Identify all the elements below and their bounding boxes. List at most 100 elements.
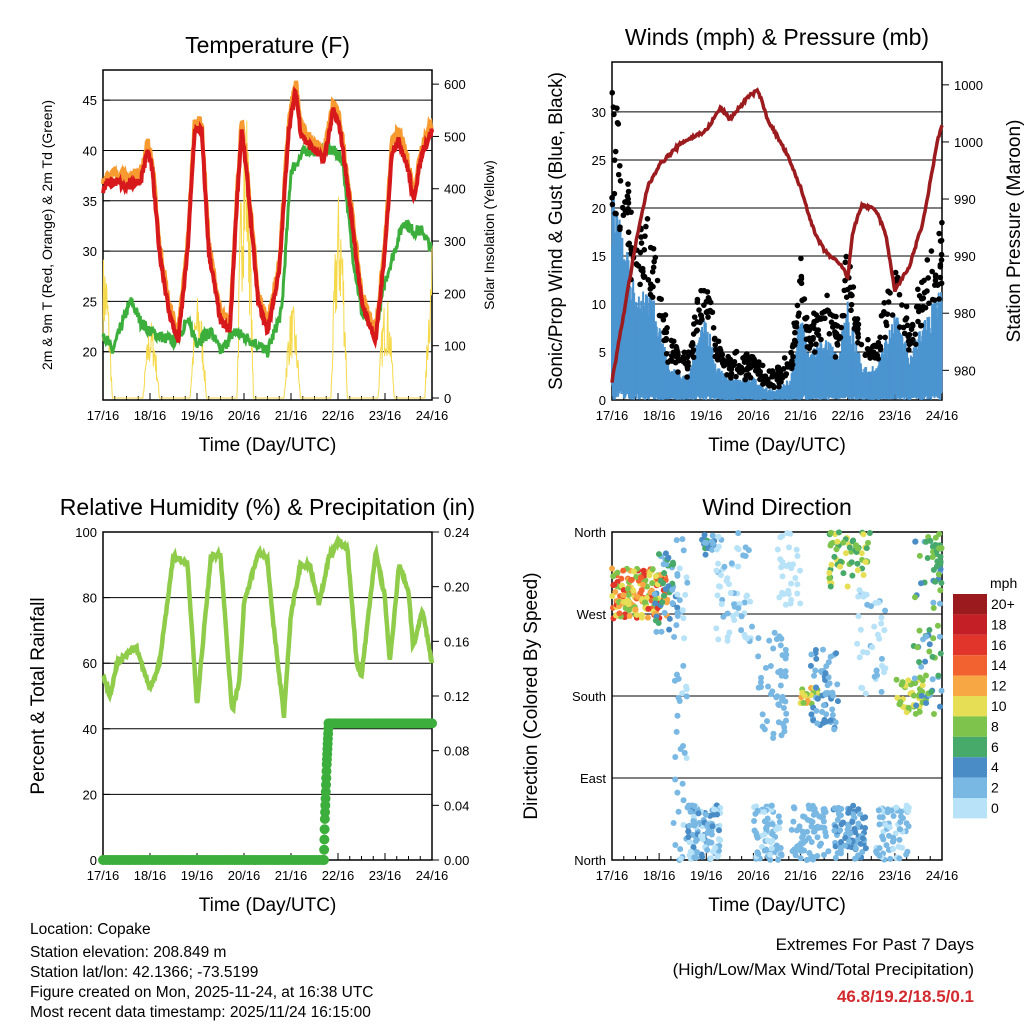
wind-direction-point: [710, 540, 717, 547]
wind-direction-point: [829, 712, 836, 719]
wind-gust-point: [662, 337, 669, 343]
wind-direction-point: [812, 667, 819, 674]
y-tick-label: 20: [83, 787, 97, 802]
wind-direction-point: [816, 842, 823, 849]
wind-gust-point: [834, 340, 840, 347]
wind-direction-point: [645, 605, 652, 612]
wind-direction-point: [916, 552, 923, 559]
wind-direction-point: [717, 572, 724, 579]
wind-direction-point: [712, 844, 719, 851]
wind-direction-point: [704, 846, 711, 853]
wind-direction-point: [938, 579, 945, 586]
wind-direction-point: [778, 635, 785, 642]
y2-tick-label: 980: [954, 306, 976, 321]
wind-gust-point: [827, 311, 833, 317]
wind-direction-point: [724, 575, 731, 582]
wind-direction-point: [840, 539, 847, 546]
wind-direction-point: [862, 845, 869, 852]
wind-direction-point: [786, 561, 793, 568]
wind-direction-point: [923, 700, 930, 707]
wind-gust-point: [812, 349, 818, 355]
wind-gust-point: [828, 319, 835, 325]
wind-direction-point: [905, 804, 912, 811]
wind-direction-point: [673, 537, 680, 544]
wind-direction-point: [854, 560, 861, 567]
wind-direction-point: [881, 669, 888, 676]
wind-direction-point: [778, 564, 785, 571]
wind-direction-point: [699, 853, 706, 860]
wind-direction-point: [672, 754, 679, 761]
wind-gust-point: [854, 328, 860, 335]
wind-direction-point: [719, 596, 726, 603]
wind-direction-point: [826, 574, 833, 581]
wind-direction-point: [823, 718, 830, 725]
wind-direction-point: [672, 776, 679, 783]
wind-direction-point: [727, 590, 734, 597]
y2-tick-label: 200: [444, 286, 466, 301]
wind-direction-point: [680, 662, 687, 669]
y2-tick-label: 990: [954, 192, 976, 207]
wind-direction-point: [936, 703, 943, 710]
wind-gust-point: [922, 304, 929, 311]
wind-direction-point: [848, 559, 855, 566]
wind-direction-point: [637, 574, 644, 581]
wind-direction-point: [894, 694, 901, 701]
wind-direction-point: [897, 826, 904, 833]
wind-direction-point: [834, 538, 841, 545]
wind-direction-point: [826, 569, 833, 576]
wind-gust-point: [889, 312, 896, 318]
wind-direction-point: [738, 613, 745, 620]
wind-gust-point: [847, 291, 854, 297]
wind-direction-point: [929, 553, 936, 560]
wind-direction-point: [609, 593, 616, 600]
wind-direction-point: [767, 663, 774, 670]
wind-direction-point: [683, 574, 690, 581]
x-tick-label: 18/16: [134, 408, 167, 423]
chart-2: Relative Humidity (%) & Precipitation (i…: [28, 494, 475, 916]
wind-gust-point: [625, 188, 632, 195]
latlon-text: Station lat/lon: 42.1366; -73.5199: [30, 964, 259, 981]
wind-direction-point: [854, 567, 861, 574]
wind-direction-point: [755, 635, 762, 642]
wind-direction-point: [910, 692, 917, 699]
wind-gust-point: [717, 350, 723, 356]
wind-direction-point: [747, 598, 754, 605]
x-tick-label: 19/16: [690, 868, 723, 883]
wind-direction-point: [935, 672, 942, 679]
wind-gust-point: [912, 341, 919, 348]
relative-humidity-line: [101, 533, 435, 719]
wind-direction-point: [882, 607, 889, 614]
wind-direction-point: [679, 690, 686, 697]
wind-direction-point: [770, 735, 777, 742]
wind-direction-point: [672, 841, 679, 848]
wind-direction-point: [653, 628, 660, 635]
wind-direction-point: [738, 627, 745, 634]
wind-gust-point: [870, 343, 876, 350]
wind-direction-point: [782, 668, 789, 675]
wind-direction-point: [860, 531, 867, 538]
wind-direction-point: [660, 561, 667, 568]
legend-swatch: [953, 655, 987, 676]
x-tick-label: 21/16: [275, 868, 308, 883]
wind-direction-point: [936, 600, 943, 607]
wind-direction-point: [852, 845, 859, 852]
y-tick-label: 40: [83, 722, 97, 737]
wind-gust-point: [680, 354, 686, 360]
wind-direction-point: [724, 637, 731, 644]
wind-gust-point: [821, 308, 828, 315]
wind-direction-point: [930, 635, 937, 642]
wind-direction-point: [724, 610, 731, 617]
wind-gust-point: [615, 171, 622, 178]
wind-direction-point: [811, 805, 818, 812]
wind-direction-point: [850, 537, 857, 544]
y-tick-label: 80: [83, 591, 97, 606]
wind-gust-point: [612, 148, 619, 155]
wind-direction-point: [770, 730, 777, 737]
wind-direction-point: [699, 833, 706, 840]
wind-direction-point: [916, 627, 923, 634]
y-tick-label: North: [574, 525, 606, 540]
wind-direction-point: [787, 530, 794, 537]
wind-gust-point: [807, 324, 813, 331]
wind-direction-point: [859, 685, 866, 692]
wind-direction-point: [715, 836, 722, 843]
